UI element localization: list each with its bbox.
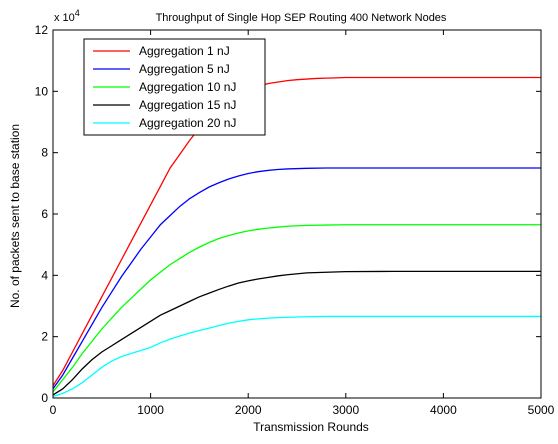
x-axis-label: Transmission Rounds — [253, 420, 369, 434]
series-line-5 — [52, 315, 541, 398]
legend-label: Aggregation 15 nJ — [139, 98, 236, 112]
legend-label: Aggregation 10 nJ — [139, 80, 236, 94]
y-multiplier: x 104 — [54, 8, 80, 24]
series-line-2 — [52, 167, 541, 390]
legend-label: Aggregation 1 nJ — [139, 44, 230, 58]
x-tick-label: 1000 — [137, 403, 164, 417]
x-tick-label: 5000 — [528, 403, 555, 417]
y-multiplier-base: x 10 — [54, 12, 75, 24]
x-tick-label: 2000 — [235, 403, 262, 417]
y-tick-label: 12 — [35, 23, 49, 37]
legend-label: Aggregation 5 nJ — [139, 62, 230, 76]
y-tick-label: 8 — [41, 146, 48, 160]
legend: Aggregation 1 nJ Aggregation 5 nJ Aggregat… — [83, 38, 266, 136]
x-tick-label: 4000 — [430, 403, 457, 417]
y-tick-label: 4 — [41, 268, 48, 282]
y-tick-label: 10 — [35, 84, 49, 98]
chart-title: Throughput of Single Hop SEP Routing 400… — [156, 12, 447, 24]
legend-label: Aggregation 20 nJ — [139, 116, 236, 130]
y-axis-label: No. of packets sent to base station — [8, 124, 22, 308]
y-tick-label: 0 — [41, 391, 48, 405]
series-line-4 — [52, 270, 541, 396]
y-tick-label: 2 — [41, 330, 48, 344]
series-line-3 — [52, 224, 541, 393]
y-multiplier-exponent: 4 — [75, 8, 80, 18]
y-tick-label: 6 — [41, 207, 48, 221]
x-tick-label: 0 — [50, 403, 57, 417]
x-tick-label: 3000 — [332, 403, 359, 417]
axes-layer: 0 1000 2000 3000 4000 5000 0 2 4 6 8 10 12 — [35, 23, 555, 417]
